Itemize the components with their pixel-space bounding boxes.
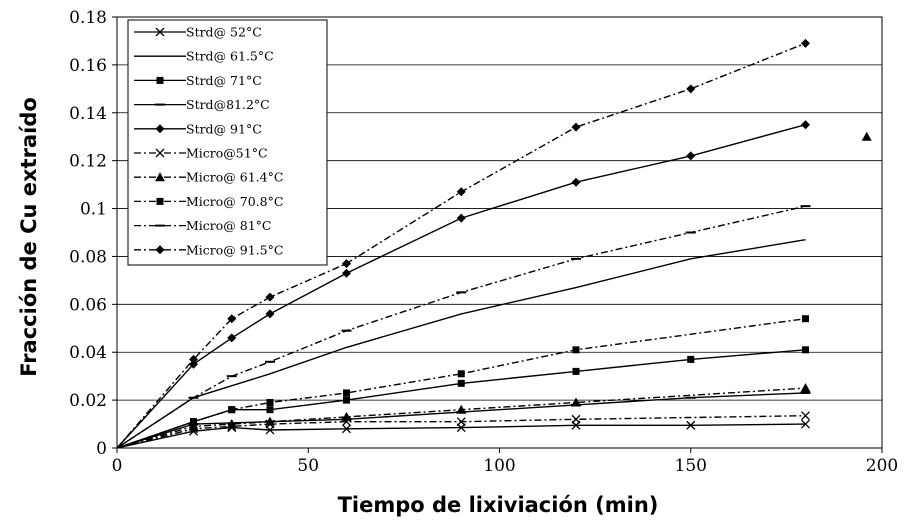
marker-x bbox=[571, 414, 581, 424]
series-group bbox=[116, 315, 809, 449]
y-tick-label: 0.1 bbox=[80, 200, 107, 220]
legend-entry: Micro@ 91.5°C bbox=[186, 242, 283, 257]
marker-triangle bbox=[571, 397, 581, 407]
marker-diamond bbox=[189, 359, 198, 369]
x-tick-label: 100 bbox=[483, 456, 515, 476]
series-group bbox=[116, 205, 811, 449]
marker-x bbox=[801, 411, 810, 421]
x-tick-label: 0 bbox=[112, 456, 123, 476]
x-axis-title: Tiempo de lixiviación (min) bbox=[338, 493, 659, 517]
y-tick-label: 0.08 bbox=[69, 247, 107, 267]
marker-square bbox=[457, 379, 465, 387]
marker-triangle bbox=[341, 411, 352, 421]
legend-entry: Strd@ 71°C bbox=[186, 73, 262, 88]
y-tick-label: 0 bbox=[96, 439, 107, 459]
marker-diamond bbox=[571, 122, 581, 132]
legend-entry: Micro@ 61.4°C bbox=[186, 170, 283, 185]
marker-diamond bbox=[265, 309, 275, 319]
series-line bbox=[116, 239, 806, 449]
series-line bbox=[116, 387, 806, 449]
marker-triangle bbox=[265, 416, 275, 426]
series-group bbox=[116, 120, 810, 449]
legend-entry: Micro@51°C bbox=[186, 146, 268, 161]
legend-entry: Strd@ 52°C bbox=[186, 25, 262, 40]
legend-entry: Micro@ 81°C bbox=[186, 218, 272, 233]
marker-diamond bbox=[456, 213, 466, 223]
marker-square bbox=[802, 315, 809, 323]
marker-square bbox=[190, 418, 197, 426]
marker-square bbox=[156, 76, 164, 84]
marker-triangle bbox=[155, 172, 165, 182]
y-tick-label: 0.12 bbox=[69, 152, 107, 172]
legend-entry: Strd@ 61.5°C bbox=[186, 49, 274, 64]
tick-labels: 0 0.02 0.04 0.06 0.08 0.1 0.12 0.14 0.16 0.18 0 50 1… bbox=[69, 8, 898, 476]
marker-square bbox=[572, 346, 580, 354]
marker-diamond bbox=[265, 292, 275, 302]
series-group bbox=[116, 239, 806, 449]
marker-square bbox=[687, 355, 695, 363]
series-line bbox=[116, 349, 806, 449]
marker-square bbox=[343, 389, 350, 397]
legend-entry: Strd@ 91°C bbox=[186, 121, 262, 136]
y-tick-label: 0.18 bbox=[69, 8, 107, 28]
series-line bbox=[116, 318, 806, 449]
marker-triangle bbox=[800, 383, 811, 393]
y-tick-label: 0.16 bbox=[69, 56, 107, 76]
marker-diamond bbox=[342, 259, 351, 269]
series-line bbox=[116, 392, 806, 449]
marker-square bbox=[266, 399, 274, 407]
marker-diamond bbox=[155, 245, 165, 255]
marker-diamond bbox=[571, 177, 581, 187]
marker-square bbox=[802, 346, 809, 354]
marker-diamond bbox=[227, 314, 237, 324]
marker-diamond bbox=[155, 124, 165, 134]
marker-x bbox=[456, 417, 466, 427]
y-tick-label: 0.02 bbox=[69, 391, 107, 411]
axes bbox=[112, 16, 883, 453]
series-group bbox=[116, 391, 811, 449]
legend-entry: Strd@81.2°C bbox=[186, 97, 270, 112]
y-tick-label: 0.06 bbox=[69, 295, 107, 315]
marker-x bbox=[801, 419, 810, 429]
marker-diamond bbox=[801, 120, 810, 130]
y-tick-label: 0.14 bbox=[69, 104, 107, 124]
marker-diamond bbox=[456, 187, 466, 197]
series-line bbox=[116, 415, 806, 449]
marker-triangle bbox=[188, 421, 199, 431]
marker-x bbox=[686, 420, 696, 430]
marker-diamond bbox=[801, 38, 810, 48]
marker-triangle bbox=[456, 404, 467, 414]
y-tick-label: 0.04 bbox=[69, 343, 107, 363]
x-tick-label: 50 bbox=[297, 456, 319, 476]
marker-square bbox=[343, 396, 350, 404]
marker-diamond bbox=[342, 268, 351, 278]
x-tick-label: 150 bbox=[675, 456, 707, 476]
marker-x bbox=[155, 27, 165, 37]
marker-square bbox=[572, 367, 580, 375]
legend-box bbox=[127, 19, 328, 266]
x-tick-label: 200 bbox=[866, 456, 898, 476]
marker-x bbox=[155, 148, 165, 158]
marker-square bbox=[266, 406, 274, 414]
marker-diamond bbox=[686, 151, 696, 161]
marker-triangle bbox=[226, 419, 237, 429]
marker-triangle bbox=[861, 131, 872, 141]
data-series bbox=[116, 38, 872, 449]
series-group bbox=[116, 38, 810, 449]
marker-diamond bbox=[189, 354, 198, 364]
marker-x bbox=[342, 424, 351, 434]
legend: Strd@ 52°C Strd@ 61.5°C Strd@ 71°C Strd@81.… bbox=[127, 19, 328, 266]
marker-diamond bbox=[686, 84, 696, 94]
y-axis-title: Fracción de Cu extraído bbox=[17, 97, 41, 377]
marker-square bbox=[457, 370, 465, 378]
legend-entry: Micro@ 70.8°C bbox=[186, 194, 283, 209]
marker-square bbox=[228, 406, 236, 414]
marker-square bbox=[156, 197, 164, 205]
marker-diamond bbox=[227, 333, 237, 343]
series-group bbox=[116, 131, 872, 449]
